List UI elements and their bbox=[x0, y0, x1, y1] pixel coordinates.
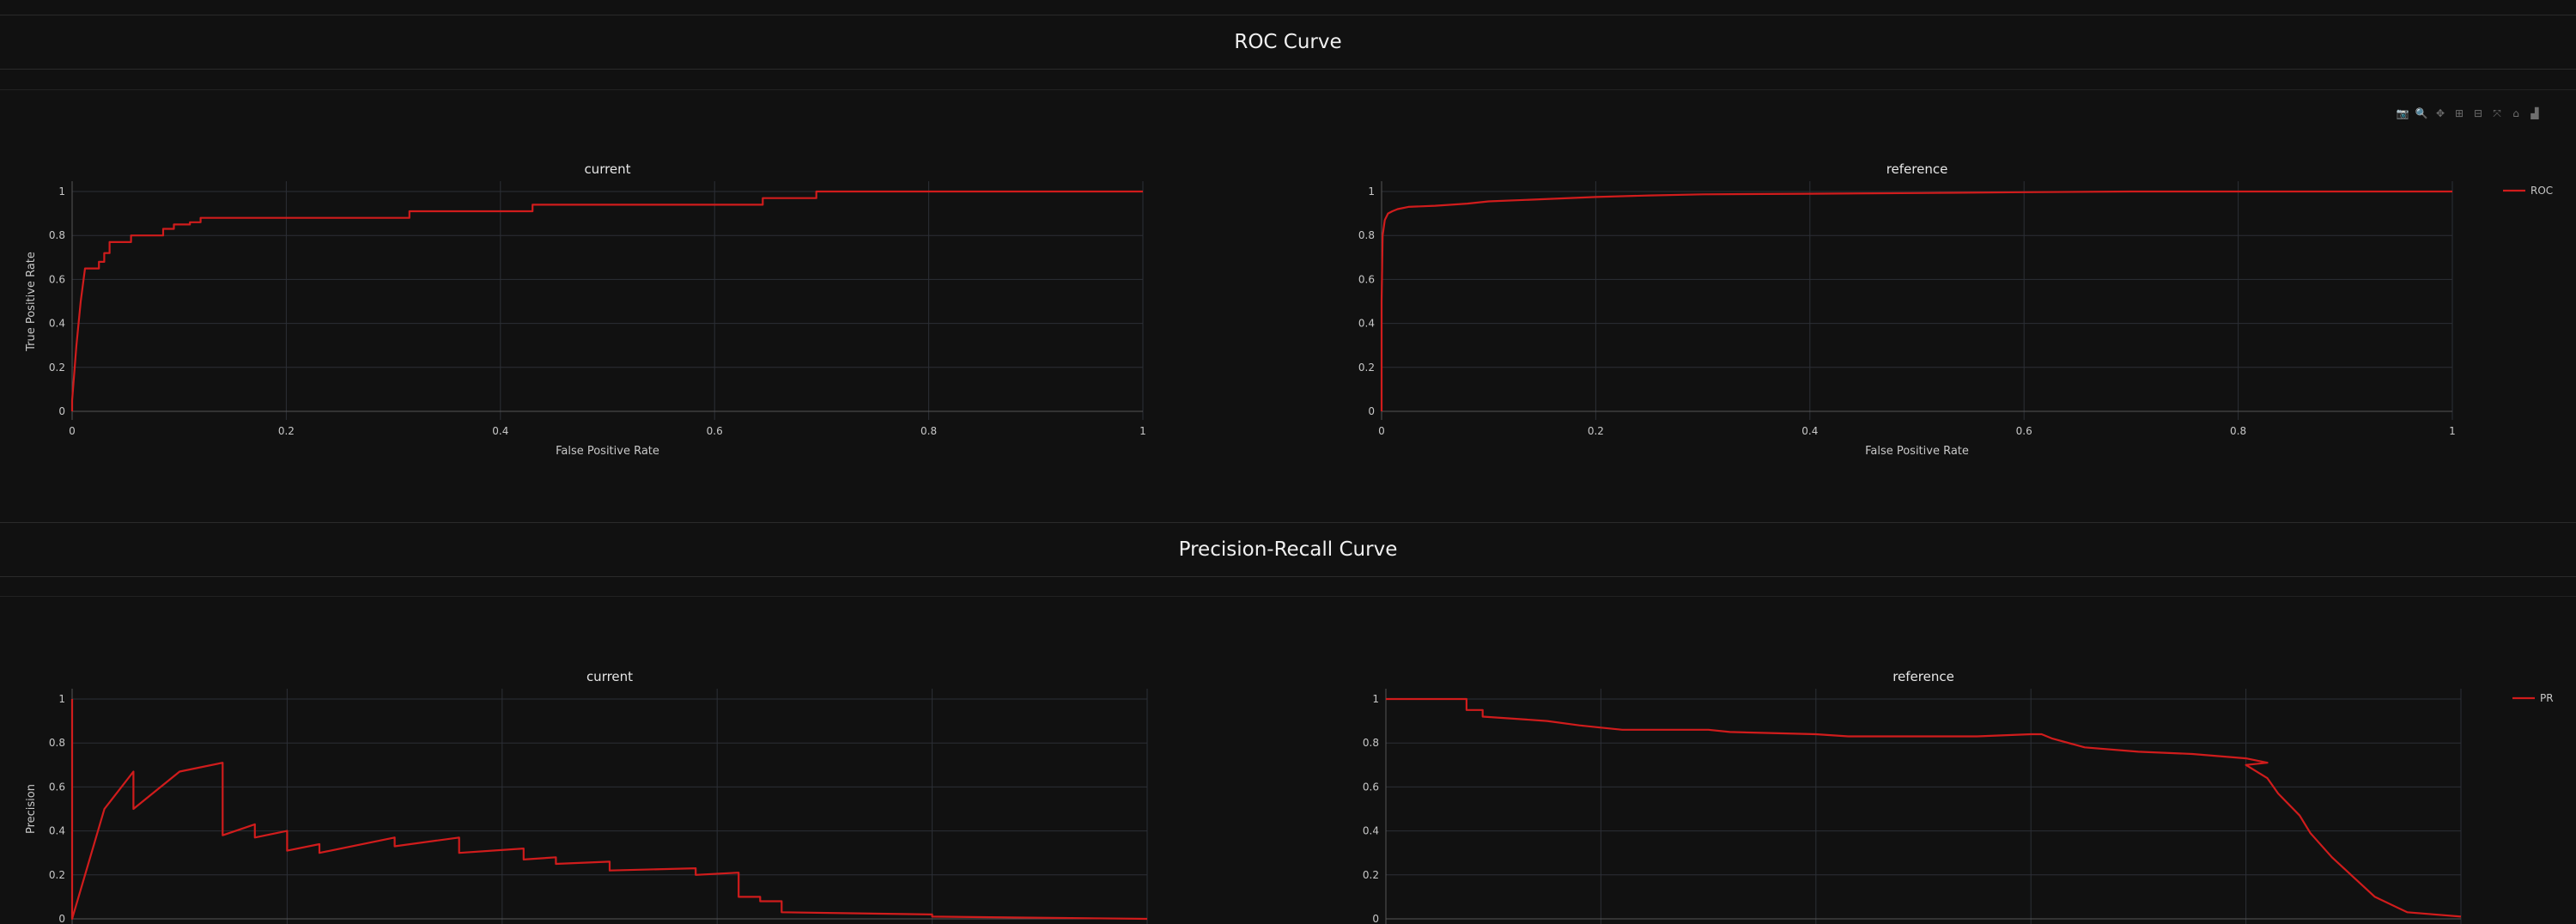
y-axis-label: True Positive Rate bbox=[25, 252, 38, 352]
x-axis-label: False Positive Rate bbox=[1865, 445, 1969, 458]
y-tick-label: 0.4 bbox=[1363, 825, 1379, 837]
y-tick-label: 0.6 bbox=[1358, 273, 1375, 285]
x-tick-label: 0.2 bbox=[1588, 425, 1604, 437]
plotly-logo-icon[interactable]: ▟ bbox=[2530, 107, 2539, 119]
zoom-out-icon[interactable]: ⊟ bbox=[2473, 107, 2483, 119]
x-tick-label: 1 bbox=[1139, 425, 1146, 437]
y-tick-label: 0.8 bbox=[1363, 737, 1379, 749]
legend[interactable]: ROC bbox=[2503, 185, 2553, 197]
y-tick-label: 1 bbox=[1372, 693, 1379, 705]
series-line-reference[interactable] bbox=[1386, 697, 2462, 918]
y-tick-label: 0.2 bbox=[49, 869, 65, 881]
home-icon[interactable]: ⌂ bbox=[2512, 107, 2519, 119]
y-tick-label: 0.6 bbox=[49, 781, 65, 793]
subplot-title: reference bbox=[1893, 669, 1954, 684]
pr-chart[interactable]: 0 0.2 0.4 0.6 0.8 1 current 0 0.2 0.4 0.6 0.8 1 refer… bbox=[0, 596, 2576, 924]
y-tick-label: 0.8 bbox=[49, 229, 65, 241]
y-tick-label: 0.8 bbox=[49, 737, 65, 749]
y-tick-label: 1 bbox=[58, 185, 65, 198]
y-tick-label: 0.2 bbox=[49, 362, 65, 374]
y-tick-label: 1 bbox=[1368, 185, 1375, 198]
subplot-title: current bbox=[586, 669, 633, 684]
subplot-reference: 0 0.2 0.4 0.6 0.8 1 reference bbox=[1363, 669, 2462, 924]
subplot-title: reference bbox=[1886, 161, 1948, 177]
y-tick-label: 0.4 bbox=[49, 825, 65, 837]
series-line-current[interactable] bbox=[70, 190, 1143, 411]
pr-panel bbox=[0, 596, 2576, 924]
autoscale-icon[interactable]: ⤧ bbox=[2493, 106, 2501, 119]
pan-icon[interactable]: ✥ bbox=[2435, 107, 2445, 119]
y-tick-label: 0.6 bbox=[49, 273, 65, 285]
camera-icon[interactable]: 📷 bbox=[2396, 107, 2409, 119]
legend-label: PR bbox=[2540, 692, 2554, 704]
y-tick-label: 0.2 bbox=[1363, 869, 1379, 881]
legend[interactable]: PR bbox=[2512, 692, 2554, 704]
zoom-in-icon[interactable]: ⊞ bbox=[2454, 107, 2464, 119]
y-tick-label: 0 bbox=[1372, 913, 1379, 924]
y-tick-label: 0.4 bbox=[1358, 318, 1375, 330]
y-axis-label: Precision bbox=[25, 784, 38, 834]
roc-chart[interactable]: 0 0.2 0.4 0.6 0.8 1 0 0.2 0.4 0.6 0.8 1 current False… bbox=[0, 89, 2576, 505]
x-tick-label: 0.6 bbox=[707, 425, 723, 437]
subplot-title: current bbox=[584, 161, 630, 177]
y-tick-label: 0 bbox=[58, 405, 65, 417]
x-tick-label: 0 bbox=[69, 425, 76, 437]
x-tick-label: 0.4 bbox=[1801, 425, 1818, 437]
subplot-current: 0 0.2 0.4 0.6 0.8 1 current bbox=[49, 669, 1148, 924]
series-line-current[interactable] bbox=[70, 699, 1148, 921]
series-line-reference[interactable] bbox=[1380, 190, 2452, 411]
x-tick-label: 0.2 bbox=[278, 425, 295, 437]
x-tick-label: 0.8 bbox=[2230, 425, 2246, 437]
y-tick-label: 0 bbox=[58, 913, 65, 924]
subplot-current: 0 0.2 0.4 0.6 0.8 1 0 0.2 0.4 0.6 0.8 1 current False… bbox=[49, 161, 1146, 458]
x-axis-label: False Positive Rate bbox=[556, 445, 659, 458]
roc-section-title: ROC Curve bbox=[0, 15, 2576, 70]
pr-section-title: Precision-Recall Curve bbox=[0, 522, 2576, 577]
x-tick-label: 1 bbox=[2449, 425, 2456, 437]
x-tick-label: 0 bbox=[1378, 425, 1385, 437]
modebar: 📷 🔍 ✥ ⊞ ⊟ ⤧ ⌂ ▟ bbox=[2396, 105, 2542, 122]
y-tick-label: 1 bbox=[58, 693, 65, 705]
y-tick-label: 0.4 bbox=[49, 318, 65, 330]
y-tick-label: 0.6 bbox=[1363, 781, 1379, 793]
x-tick-label: 0.6 bbox=[2016, 425, 2032, 437]
legend-label: ROC bbox=[2530, 185, 2553, 197]
x-tick-label: 0.8 bbox=[920, 425, 937, 437]
x-tick-label: 0.4 bbox=[492, 425, 508, 437]
roc-panel bbox=[0, 89, 2576, 505]
zoom-icon[interactable]: 🔍 bbox=[2415, 107, 2428, 119]
y-tick-label: 0.2 bbox=[1358, 362, 1375, 374]
y-tick-label: 0 bbox=[1368, 405, 1375, 417]
subplot-reference: 0 0.2 0.4 0.6 0.8 1 0 0.2 0.4 0.6 0.8 1 reference Fal… bbox=[1358, 161, 2456, 458]
y-tick-label: 0.8 bbox=[1358, 229, 1375, 241]
